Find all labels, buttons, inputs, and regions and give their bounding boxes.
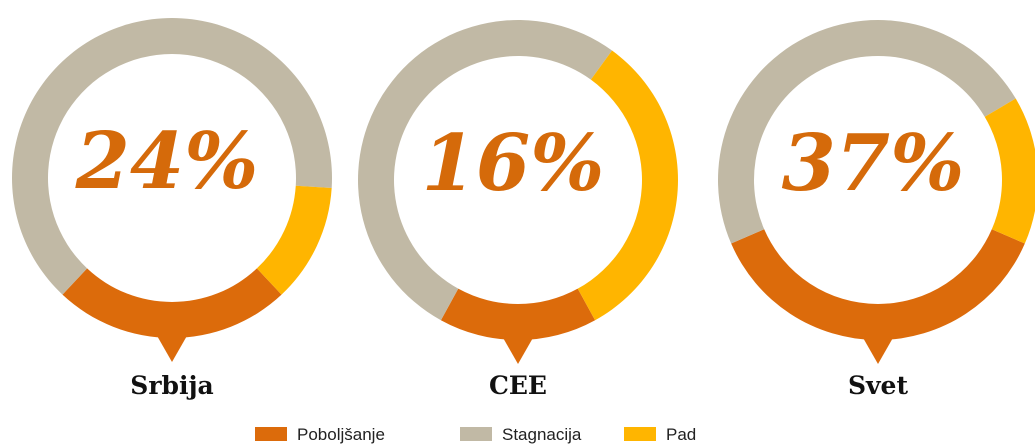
donut-segment [62,268,282,338]
donut-segment [256,185,332,295]
chart-title: Srbija [130,371,213,400]
legend-label: Poboljšanje [297,425,385,444]
legend-label: Stagnacija [502,425,582,444]
center-value: 16% [422,118,605,209]
donut-segment [984,98,1035,244]
donut-segment [731,229,1025,340]
legend-swatch [624,427,656,441]
legend-swatch [460,427,492,441]
pointer [502,336,534,364]
pointer [156,334,188,362]
donut-segment [11,17,333,295]
donut-segment [577,50,679,321]
center-value: 24% [75,116,259,207]
legend-label: Pad [666,425,696,444]
donut-segment [358,20,613,321]
chart-title: CEE [489,371,547,400]
donut-segment [718,19,1016,244]
legend-swatch [255,427,287,441]
center-value: 37% [782,118,965,209]
pointer [862,336,894,364]
donut-segment [440,288,596,340]
chart-title: Svet [848,371,908,400]
